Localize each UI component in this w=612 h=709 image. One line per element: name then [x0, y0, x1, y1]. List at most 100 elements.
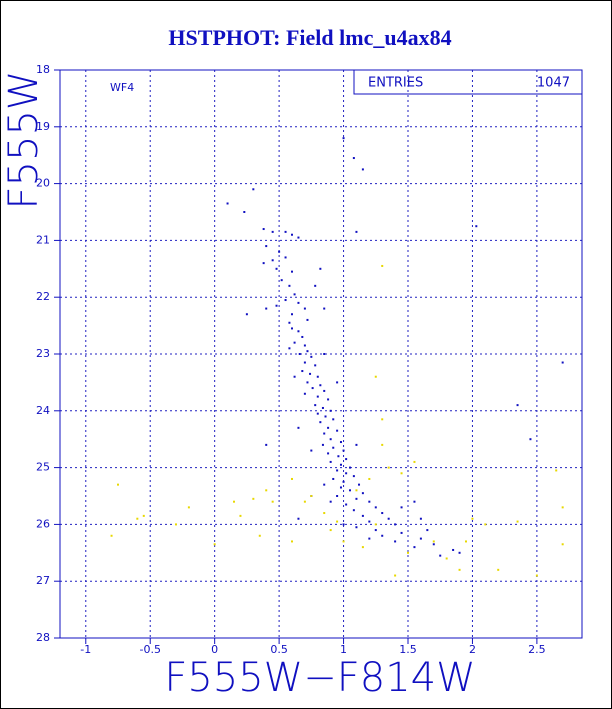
- point: [332, 446, 335, 449]
- point: [432, 543, 435, 546]
- point: [394, 523, 397, 526]
- point: [342, 137, 345, 140]
- point: [368, 537, 371, 540]
- point: [142, 514, 145, 517]
- y-tick-label: 18: [36, 63, 50, 76]
- point: [323, 389, 326, 392]
- point: [381, 443, 384, 446]
- point: [314, 284, 317, 287]
- point: [321, 406, 324, 409]
- point: [439, 554, 442, 557]
- point: [342, 523, 345, 526]
- point: [329, 438, 332, 441]
- point: [374, 506, 377, 509]
- point: [381, 418, 384, 421]
- point: [306, 350, 309, 353]
- point: [413, 500, 416, 503]
- point: [323, 512, 326, 515]
- point: [342, 449, 345, 452]
- point: [329, 460, 332, 463]
- point: [349, 489, 351, 492]
- point: [355, 230, 358, 233]
- point: [252, 188, 255, 191]
- point: [323, 353, 326, 355]
- point: [233, 500, 235, 503]
- point: [314, 364, 317, 367]
- point: [306, 381, 309, 384]
- point: [497, 568, 500, 571]
- point: [361, 492, 364, 495]
- point: [387, 517, 390, 520]
- x-tick-label: 1.5: [399, 643, 417, 656]
- point: [284, 230, 287, 233]
- point: [311, 387, 314, 390]
- point: [303, 307, 306, 310]
- point: [303, 344, 306, 347]
- y-tick-label: 19: [36, 120, 50, 133]
- point: [117, 483, 119, 486]
- point: [394, 574, 397, 577]
- point: [516, 520, 519, 523]
- point: [529, 438, 532, 441]
- point: [175, 523, 177, 526]
- point: [187, 506, 190, 509]
- point: [419, 537, 422, 540]
- point: [336, 495, 339, 497]
- x-tick-label: 2.5: [528, 643, 546, 656]
- point: [288, 284, 291, 287]
- point: [136, 517, 139, 520]
- point: [374, 375, 377, 378]
- point: [324, 415, 327, 418]
- y-tick-label: 26: [36, 517, 50, 530]
- y-tick-label: 25: [36, 461, 50, 474]
- y-tick-label: 24: [36, 404, 50, 417]
- stats-value: 1047: [537, 76, 570, 91]
- point: [561, 506, 564, 509]
- point: [288, 347, 291, 350]
- y-tick-label: 20: [36, 177, 50, 190]
- point: [374, 529, 377, 532]
- point: [297, 330, 300, 333]
- point: [309, 372, 312, 375]
- x-tick-label: 1: [340, 643, 347, 656]
- point: [303, 500, 306, 503]
- point: [316, 375, 319, 378]
- point: [291, 477, 293, 480]
- point: [293, 375, 296, 378]
- x-tick-label: -1: [80, 643, 91, 656]
- point: [475, 225, 478, 228]
- point: [110, 534, 113, 537]
- point: [458, 551, 461, 554]
- point: [337, 455, 340, 458]
- point: [361, 514, 364, 517]
- y-tick-label: 28: [36, 631, 50, 644]
- point: [327, 426, 330, 429]
- point: [271, 500, 274, 503]
- y-tick-label: 23: [36, 347, 50, 360]
- point: [374, 523, 377, 526]
- point: [381, 512, 384, 515]
- point: [291, 313, 293, 316]
- point: [288, 321, 291, 324]
- point: [465, 540, 467, 543]
- point: [407, 551, 409, 554]
- point: [297, 301, 300, 304]
- point: [419, 517, 422, 520]
- point: [361, 546, 364, 549]
- point: [301, 335, 304, 338]
- y-tick-label: 21: [36, 233, 50, 246]
- point: [413, 546, 416, 549]
- plot-area: [59, 69, 583, 639]
- point: [316, 412, 319, 415]
- point: [314, 404, 317, 407]
- point: [381, 264, 384, 267]
- chart-title: HSTPHOT: Field lmc_u4ax84: [168, 25, 451, 50]
- point: [303, 392, 306, 395]
- point: [316, 395, 319, 398]
- point: [297, 426, 300, 429]
- point: [342, 540, 345, 543]
- point: [432, 540, 435, 543]
- point: [303, 361, 306, 364]
- point: [319, 384, 322, 387]
- point: [280, 279, 283, 282]
